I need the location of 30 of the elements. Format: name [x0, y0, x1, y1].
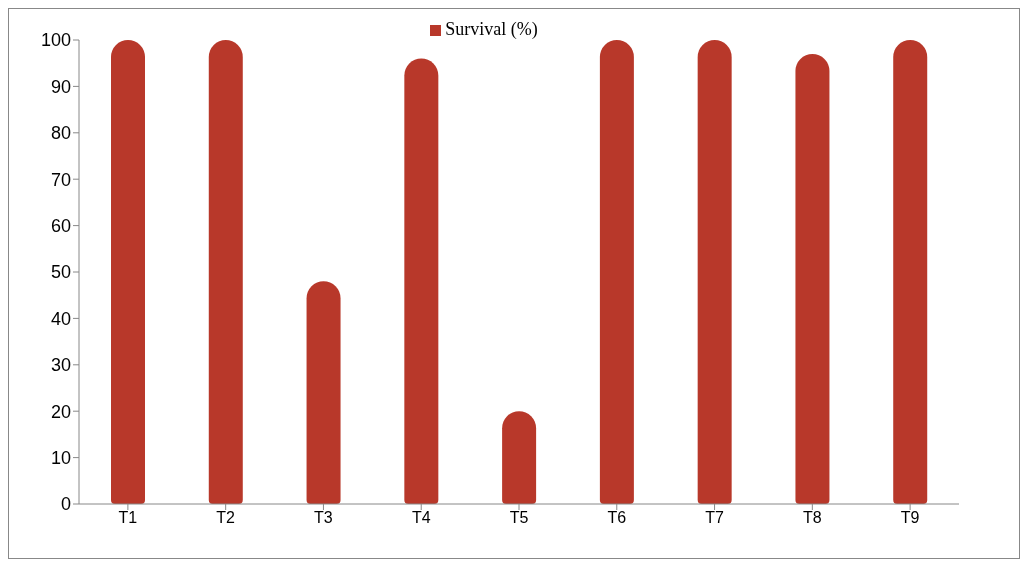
y-tick-label: 80: [50, 123, 71, 144]
x-tick-label: T2: [216, 509, 236, 527]
y-tick-label: 10: [50, 447, 71, 468]
bar: [111, 40, 145, 504]
bar: [502, 411, 537, 504]
y-tick-label: 40: [50, 308, 71, 329]
x-tick-label: T9: [900, 509, 920, 527]
x-tick-label: T3: [314, 509, 333, 527]
x-tick-label: T4: [411, 509, 431, 527]
bar: [404, 58, 439, 504]
x-tick-label: T1: [118, 509, 138, 527]
y-tick-label: 50: [50, 262, 71, 283]
bar: [893, 40, 928, 504]
x-tick-label: T8: [803, 509, 822, 527]
x-tick-label: T5: [509, 509, 529, 527]
y-tick-label: 0: [60, 494, 71, 515]
x-tick-label: T6: [607, 509, 627, 527]
bar: [697, 40, 732, 504]
y-tick-label: 100: [40, 30, 71, 51]
legend-label: Survival (%): [445, 19, 538, 39]
y-tick-label: 30: [50, 355, 71, 376]
bar: [208, 40, 243, 504]
bar: [795, 53, 830, 504]
bar: [306, 281, 341, 504]
y-tick-label: 90: [50, 76, 71, 97]
y-tick-label: 70: [50, 169, 71, 190]
bar: [599, 40, 634, 504]
x-tick-label: T7: [705, 509, 724, 527]
y-tick-label: 60: [50, 215, 71, 236]
y-tick-label: 20: [50, 401, 71, 422]
